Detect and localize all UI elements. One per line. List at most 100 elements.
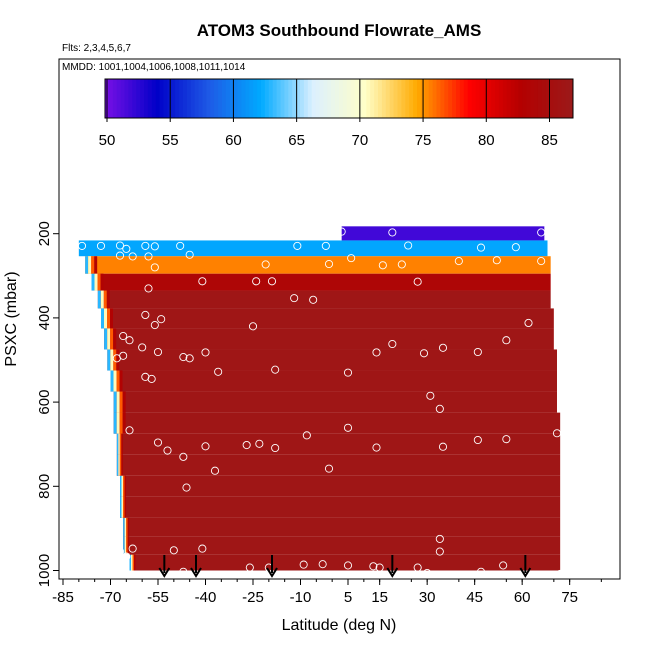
colorbar-cell <box>522 79 527 118</box>
obs-point <box>343 368 353 377</box>
field-edge-cell <box>103 290 107 309</box>
colorbar-cell <box>155 79 160 118</box>
obs-point <box>267 277 277 286</box>
field-row-275 <box>85 256 551 274</box>
obs-point <box>438 442 448 451</box>
obs-point <box>271 365 280 374</box>
colorbar-cell <box>342 79 348 118</box>
colorbar-cell <box>362 79 367 118</box>
obs-point <box>245 563 254 572</box>
obs-point <box>372 443 381 452</box>
colorbar-cell <box>385 79 391 118</box>
colorbar-cell <box>249 79 254 118</box>
obs-point <box>293 241 302 250</box>
field-edge-cell <box>126 536 128 555</box>
obs-point <box>185 354 194 363</box>
obs-point <box>321 241 330 250</box>
colorbar-cell <box>218 79 223 118</box>
obs-point <box>537 228 546 237</box>
colorbar-cell <box>124 79 129 118</box>
obs-point <box>179 567 188 576</box>
obs-point <box>473 347 482 357</box>
obs-point <box>261 260 270 269</box>
colorbar-tick-label: 70 <box>352 132 369 149</box>
field-edge-cell <box>119 454 122 476</box>
field-edge-cell <box>116 391 120 413</box>
colorbar-cell <box>132 79 137 118</box>
field-edge-cell <box>124 517 127 537</box>
colorbar-cell <box>553 79 558 118</box>
colorbar-cell <box>413 79 418 118</box>
colorbar-cell <box>327 79 332 118</box>
obs-point <box>210 466 220 475</box>
colorbar-cell <box>296 79 301 118</box>
colorbar-cell <box>502 79 508 118</box>
colorbar-cell <box>311 79 316 118</box>
obs-point <box>454 257 463 266</box>
field-edge-cell <box>120 496 122 518</box>
observation-points <box>77 227 565 579</box>
field-edge-cell <box>94 273 98 291</box>
obs-point <box>115 251 125 260</box>
colorbar-cell <box>300 79 305 118</box>
field-edge-cell <box>113 391 117 413</box>
colorbar-cell <box>456 79 461 118</box>
field-edge-cell <box>123 475 125 497</box>
colorbar-cell <box>261 79 266 118</box>
y-tick-label: 400 <box>36 305 53 330</box>
field-edge-cell <box>123 536 125 555</box>
field-edge-cell <box>116 412 120 434</box>
obs-point <box>435 534 444 543</box>
colorbar-cell <box>276 79 281 118</box>
colorbar-cell <box>159 79 164 118</box>
field-edge-cell <box>110 308 113 329</box>
obs-point <box>201 442 210 451</box>
colorbar-cell <box>198 79 203 118</box>
colorbar-cell <box>303 79 309 118</box>
colorbar-cell <box>264 79 270 118</box>
field-edge-cell <box>129 554 131 571</box>
obs-point <box>147 374 156 383</box>
colorbar-cell <box>378 79 383 118</box>
field-edge-cell <box>116 433 119 455</box>
obs-point <box>144 252 153 261</box>
colorbar-tick-label: 85 <box>541 132 558 149</box>
obs-point <box>404 241 413 250</box>
colorbar-cell <box>506 79 511 118</box>
colorbar-cell <box>268 79 274 118</box>
flight-arrows <box>158 555 532 578</box>
colorbar-cell <box>471 79 476 118</box>
colorbar-cell <box>432 79 437 118</box>
colorbar-cell <box>190 79 196 118</box>
colorbar-cell <box>409 79 414 118</box>
colorbar-cell <box>179 79 184 118</box>
colorbar-cell <box>417 79 422 118</box>
flight-arrow <box>190 555 202 578</box>
colorbar-tick-label: 60 <box>225 132 242 149</box>
field-edge-cell <box>124 536 127 555</box>
obs-point <box>157 315 166 324</box>
colorbar-cell <box>479 79 484 118</box>
obs-point <box>163 446 172 455</box>
colorbar-cell <box>354 79 359 118</box>
field-edge-cell <box>104 328 108 350</box>
field-edge-cell <box>88 256 92 274</box>
obs-point <box>347 254 356 263</box>
field-edge-cell <box>119 370 123 392</box>
colorbar-cell <box>448 79 453 118</box>
field-row-200 <box>341 226 545 241</box>
colorbar-cell <box>186 79 192 118</box>
obs-point <box>556 569 565 578</box>
colorbar-cell <box>136 79 141 118</box>
colorbar-cell <box>428 79 433 118</box>
obs-point <box>324 464 334 473</box>
field-row-940 <box>123 536 561 555</box>
field-row-985 <box>129 554 561 571</box>
field-edge-cell <box>124 475 126 497</box>
colorbar-cell <box>210 79 215 118</box>
field-edge-cell <box>123 517 125 537</box>
field-row-355 <box>97 290 551 309</box>
field-edge-cell <box>134 554 136 571</box>
field-edge-cell <box>121 496 123 518</box>
